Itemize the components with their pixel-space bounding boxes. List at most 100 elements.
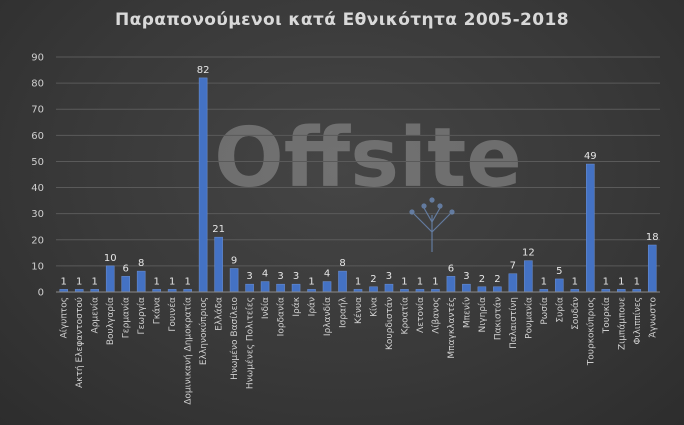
bar — [276, 283, 285, 293]
bar — [586, 163, 595, 293]
data-label: 4 — [262, 269, 268, 280]
data-label: 6 — [123, 263, 129, 274]
data-label: 1 — [184, 276, 190, 287]
y-tick-label: 70 — [31, 105, 44, 116]
x-tick-label: Ινδία — [261, 297, 271, 319]
x-tick-label: Μπενίν — [462, 297, 472, 328]
data-label: 1 — [603, 276, 609, 287]
x-tick-label: Λετονία — [416, 297, 426, 333]
x-tick-label: Άγνωστο — [648, 297, 658, 338]
bar — [229, 268, 239, 293]
bar — [121, 276, 130, 293]
bar — [198, 77, 208, 293]
data-label: 8 — [138, 258, 144, 269]
x-tick-label: Γουινέα — [167, 297, 178, 332]
x-tick-label: Αρμενία — [91, 297, 101, 334]
bar — [462, 283, 471, 293]
x-tick-label: Λίβανος — [431, 297, 441, 334]
data-label: 1 — [61, 276, 67, 287]
data-label: 21 — [212, 224, 225, 235]
bar — [338, 270, 347, 293]
y-tick-label: 50 — [31, 157, 44, 168]
x-tick-label: Αίγυπτος — [60, 297, 70, 338]
x-tick-label: Ηνωμένο Βασίλειο — [229, 297, 240, 380]
offsite-watermark: Offsite — [214, 111, 522, 206]
x-axis-ticks: Αίγυπτος Ακτή Ελεφαντοστού Αρμενία Βουλγαρί… — [60, 296, 659, 404]
bar — [384, 283, 394, 293]
bar — [524, 260, 533, 293]
data-label: 2 — [370, 274, 376, 285]
x-tick-label: Φιλιππίνες — [633, 297, 643, 345]
y-tick-label: 40 — [31, 183, 44, 194]
y-tick-label: 30 — [31, 209, 44, 220]
data-label: 3 — [246, 271, 252, 282]
x-tick-label: Ιρλανδία — [323, 297, 333, 336]
y-tick-label: 60 — [31, 131, 44, 142]
bar — [508, 273, 518, 293]
y-tick-label: 90 — [31, 53, 44, 64]
data-label: 1 — [401, 276, 407, 287]
data-label: 3 — [386, 271, 392, 282]
x-tick-label: Ελλάδα — [215, 297, 225, 331]
data-label: 6 — [448, 263, 454, 274]
data-label: 18 — [646, 232, 659, 243]
data-label: 1 — [618, 276, 624, 287]
y-tick-label: 80 — [31, 79, 44, 90]
y-tick-label: 10 — [31, 261, 44, 272]
bar — [105, 265, 115, 293]
data-label: 7 — [510, 261, 516, 272]
bar — [446, 276, 456, 293]
data-label: 3 — [293, 271, 299, 282]
bar — [477, 286, 487, 293]
x-tick-label: Πακιστάν — [493, 297, 503, 340]
x-tick-label: Ακτή Ελεφαντοστού — [74, 297, 85, 388]
data-label: 1 — [76, 276, 82, 287]
data-label: 1 — [572, 276, 578, 287]
bar — [136, 270, 146, 293]
data-label: 1 — [541, 276, 547, 287]
tree-logo-icon — [409, 197, 455, 252]
data-label: 1 — [432, 276, 438, 287]
data-label: 2 — [479, 274, 485, 285]
x-tick-label: Σουδάν — [571, 297, 581, 330]
x-tick-label: Κίνα — [369, 297, 379, 317]
data-label: 12 — [522, 248, 535, 259]
y-axis-ticks: 0 10 20 30 40 50 60 70 80 90 — [31, 53, 44, 299]
x-tick-label: Βουλγαρία — [106, 297, 116, 345]
bar — [369, 286, 378, 293]
data-label: 1 — [153, 276, 159, 287]
y-tick-label: 20 — [31, 235, 44, 246]
data-label: 5 — [556, 266, 562, 277]
x-tick-label: Ηνωμένες Πολιτείες — [245, 297, 256, 389]
data-label: 4 — [324, 269, 330, 280]
x-tick-label: Ιορδανία — [277, 297, 287, 336]
x-tick-label: Κροατία — [400, 297, 410, 335]
data-label: 1 — [417, 276, 423, 287]
data-label: 82 — [197, 65, 210, 76]
data-label: 2 — [494, 274, 500, 285]
data-label: 1 — [92, 276, 98, 287]
bars — [59, 77, 657, 293]
x-tick-label: Γερμανία — [122, 297, 132, 338]
bar — [245, 283, 254, 293]
bar — [493, 286, 502, 293]
data-label: 9 — [231, 256, 237, 267]
bar — [214, 236, 223, 293]
data-label: 1 — [308, 276, 314, 287]
chart-title: Παραπονούμενοι κατά Εθνικότητα 2005-2018 — [115, 10, 569, 30]
data-label: 3 — [277, 271, 283, 282]
data-label: 49 — [584, 151, 597, 162]
x-tick-label: Ρωσία — [540, 297, 550, 325]
bar — [260, 281, 270, 293]
bar — [555, 278, 564, 293]
bar — [291, 283, 301, 293]
x-tick-label: Μπαγκλαντές — [446, 297, 457, 359]
data-label: 1 — [355, 276, 361, 287]
data-label: 8 — [339, 258, 345, 269]
x-tick-label: Παλαιστίνη — [509, 297, 519, 349]
data-label: 10 — [104, 253, 117, 264]
x-tick-label: Κένυα — [353, 297, 364, 324]
x-tick-label: Τουρκία — [602, 297, 612, 334]
